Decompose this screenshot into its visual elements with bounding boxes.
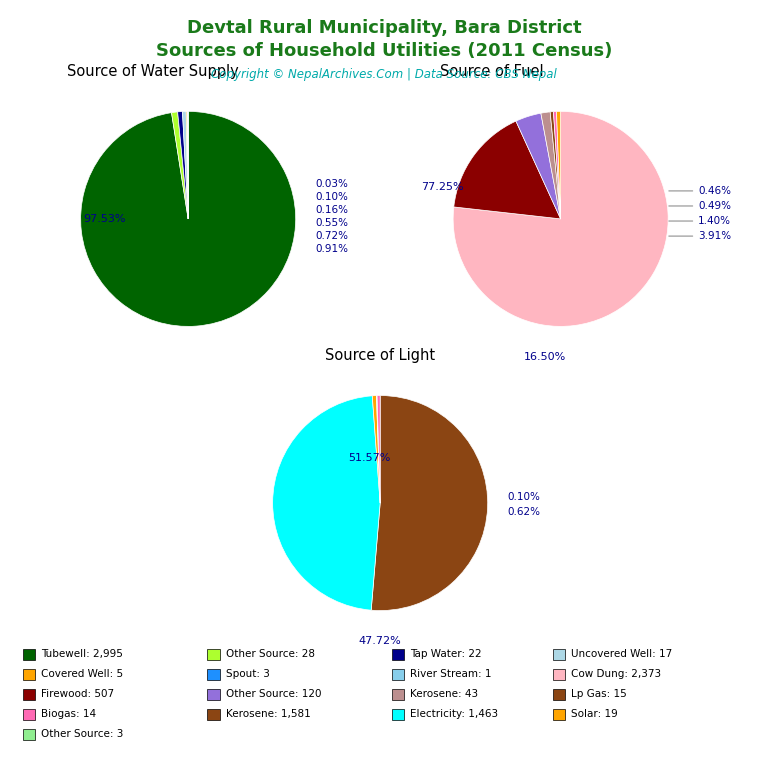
Text: 0.91%: 0.91% — [315, 244, 348, 254]
Text: River Stream: 1: River Stream: 1 — [410, 669, 492, 680]
Text: 0.10%: 0.10% — [507, 492, 540, 502]
Text: Cow Dung: 2,373: Cow Dung: 2,373 — [571, 669, 661, 680]
Text: Biogas: 14: Biogas: 14 — [41, 709, 97, 720]
Text: Source of Water Supply: Source of Water Supply — [67, 65, 239, 79]
Text: 0.46%: 0.46% — [669, 186, 731, 196]
Text: 0.10%: 0.10% — [315, 192, 348, 203]
Wedge shape — [183, 111, 188, 219]
Text: 0.03%: 0.03% — [315, 180, 348, 190]
Text: Covered Well: 5: Covered Well: 5 — [41, 669, 124, 680]
Text: Lp Gas: 15: Lp Gas: 15 — [571, 689, 627, 700]
Text: Uncovered Well: 17: Uncovered Well: 17 — [571, 649, 673, 660]
Text: Source of Fuel: Source of Fuel — [439, 65, 543, 79]
Wedge shape — [554, 111, 561, 219]
Wedge shape — [171, 112, 188, 219]
Wedge shape — [550, 111, 561, 219]
Wedge shape — [186, 111, 188, 219]
Wedge shape — [81, 111, 296, 326]
Text: 0.16%: 0.16% — [315, 205, 348, 215]
Text: Tap Water: 22: Tap Water: 22 — [410, 649, 482, 660]
Text: Tubewell: 2,995: Tubewell: 2,995 — [41, 649, 124, 660]
Text: 97.53%: 97.53% — [83, 214, 125, 224]
Wedge shape — [371, 396, 488, 611]
Text: Other Source: 28: Other Source: 28 — [226, 649, 315, 660]
Text: 0.62%: 0.62% — [507, 507, 540, 517]
Wedge shape — [273, 396, 380, 611]
Text: Sources of Household Utilities (2011 Census): Sources of Household Utilities (2011 Cen… — [156, 42, 612, 60]
Text: 0.72%: 0.72% — [315, 231, 348, 241]
Wedge shape — [454, 121, 561, 219]
Wedge shape — [372, 396, 380, 503]
Text: Other Source: 120: Other Source: 120 — [226, 689, 321, 700]
Title: Source of Light: Source of Light — [325, 349, 435, 363]
Text: 0.55%: 0.55% — [315, 218, 348, 228]
Text: Spout: 3: Spout: 3 — [226, 669, 270, 680]
Wedge shape — [377, 396, 380, 503]
Text: Kerosene: 1,581: Kerosene: 1,581 — [226, 709, 310, 720]
Text: Copyright © NepalArchives.Com | Data Source: CBS Nepal: Copyright © NepalArchives.Com | Data Sou… — [211, 68, 557, 81]
Text: 16.50%: 16.50% — [523, 352, 566, 362]
Text: Devtal Rural Municipality, Bara District: Devtal Rural Municipality, Bara District — [187, 19, 581, 37]
Text: Firewood: 507: Firewood: 507 — [41, 689, 114, 700]
Text: 51.57%: 51.57% — [348, 453, 391, 463]
Text: Other Source: 3: Other Source: 3 — [41, 729, 124, 740]
Wedge shape — [453, 111, 668, 326]
Wedge shape — [541, 112, 561, 219]
Text: 77.25%: 77.25% — [421, 181, 464, 192]
Text: 0.49%: 0.49% — [669, 201, 731, 211]
Text: 3.91%: 3.91% — [669, 231, 731, 241]
Text: Solar: 19: Solar: 19 — [571, 709, 618, 720]
Wedge shape — [557, 111, 561, 219]
Wedge shape — [516, 113, 561, 219]
Wedge shape — [187, 111, 188, 219]
Text: 47.72%: 47.72% — [359, 636, 402, 646]
Wedge shape — [376, 396, 380, 503]
Text: Electricity: 1,463: Electricity: 1,463 — [410, 709, 498, 720]
Text: 1.40%: 1.40% — [669, 216, 731, 226]
Text: Kerosene: 43: Kerosene: 43 — [410, 689, 478, 700]
Wedge shape — [177, 111, 188, 219]
